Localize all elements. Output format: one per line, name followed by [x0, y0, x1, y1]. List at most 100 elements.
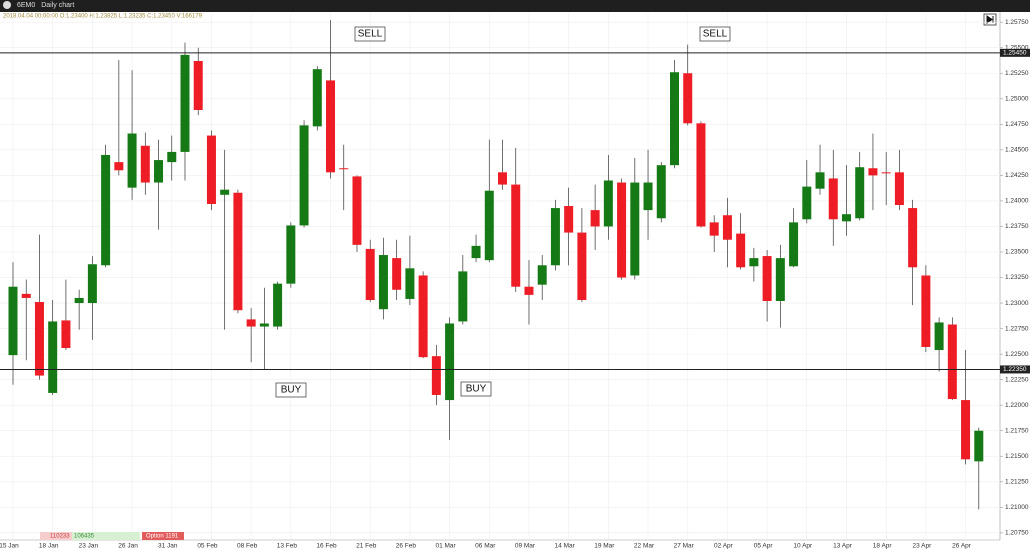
- candle-body: [630, 182, 640, 276]
- y-tick-label: 1.24000: [1005, 198, 1029, 205]
- y-tick-label: 1.22000: [1005, 402, 1029, 409]
- candle-body: [114, 162, 124, 171]
- x-tick-label: 15 Jan: [0, 543, 19, 550]
- y-tick-label: 1.24500: [1005, 147, 1029, 154]
- x-tick-label: 08 Feb: [237, 543, 258, 550]
- candle-body: [577, 232, 587, 300]
- candle-body: [484, 190, 494, 261]
- candle-body: [167, 151, 177, 163]
- y-tick-label: 1.21500: [1005, 453, 1029, 460]
- x-tick-label: 23 Jan: [79, 543, 99, 550]
- x-tick-label: 18 Apr: [873, 543, 893, 550]
- y-tick-label: 1.22750: [1005, 325, 1029, 332]
- candle-body: [709, 222, 719, 236]
- x-tick-label: 13 Apr: [833, 543, 853, 550]
- candle-body: [881, 172, 891, 174]
- candle-body: [378, 255, 388, 310]
- candle-body: [339, 168, 349, 170]
- candle-body: [749, 258, 759, 267]
- candle-body: [206, 135, 216, 204]
- candle-body: [643, 182, 653, 211]
- candle-body: [498, 172, 508, 185]
- y-tick-label: 1.20750: [1005, 530, 1029, 537]
- candle-body: [48, 321, 58, 393]
- x-tick-label: 13 Feb: [277, 543, 298, 550]
- level-label: 1.25450: [1003, 50, 1027, 57]
- candle-body: [74, 297, 84, 304]
- candle-body: [736, 233, 746, 268]
- timeframe[interactable]: Daily chart: [41, 2, 75, 9]
- y-tick-label: 1.21250: [1005, 479, 1029, 486]
- y-tick-label: 1.22500: [1005, 351, 1029, 358]
- x-tick-label: 21 Feb: [356, 543, 377, 550]
- candle-body: [34, 302, 44, 376]
- toolbar: 6EM0 Daily chart: [0, 0, 1030, 12]
- x-tick-label: 31 Jan: [158, 543, 178, 550]
- y-tick-label: 1.24750: [1005, 121, 1029, 128]
- candle-body: [87, 264, 97, 304]
- logo: [3, 1, 11, 10]
- candle-body: [220, 189, 230, 195]
- x-tick-label: 06 Mar: [475, 543, 496, 550]
- y-tick-label: 1.23000: [1005, 300, 1029, 307]
- candle-body: [855, 167, 865, 219]
- candle-body: [802, 186, 812, 220]
- candle-body: [908, 208, 918, 268]
- candle-body: [193, 61, 203, 111]
- annotation-box: [275, 382, 307, 398]
- candle-body: [431, 356, 441, 395]
- x-tick-label: 05 Feb: [197, 543, 218, 550]
- volume-box: [40, 532, 140, 540]
- candle-body: [868, 168, 878, 176]
- candle-body: [259, 323, 269, 327]
- x-tick-label: 19 Mar: [594, 543, 615, 550]
- x-tick-label: 18 Jan: [39, 543, 59, 550]
- y-tick-label: 1.25750: [1005, 19, 1029, 26]
- candle-body: [418, 275, 428, 358]
- candle-body: [471, 245, 481, 259]
- candle-body: [828, 178, 838, 220]
- level-label: 1.22350: [1003, 366, 1027, 373]
- candle-body: [617, 182, 627, 278]
- y-tick-label: 1.21000: [1005, 504, 1029, 511]
- candle-body: [696, 123, 706, 227]
- candle-body: [101, 154, 111, 266]
- candle-body: [445, 323, 455, 401]
- annotation-box: [460, 381, 492, 397]
- candle-body: [656, 165, 666, 219]
- annotation: SELL: [358, 29, 383, 40]
- candle-body: [405, 268, 415, 299]
- candle-body: [775, 258, 785, 302]
- volume-box-sell: [40, 532, 72, 540]
- level-tag: [1000, 48, 1030, 57]
- x-tick-label: 27 Mar: [674, 543, 695, 550]
- option-label: Option 1191: [146, 534, 179, 540]
- scroll-icon: [986, 15, 994, 24]
- y-tick-label: 1.25500: [1005, 44, 1029, 51]
- candle-body: [392, 258, 402, 290]
- candle-body: [670, 72, 679, 166]
- candle-body: [564, 206, 574, 233]
- x-tick-label: 10 Apr: [793, 543, 813, 550]
- candle-body: [947, 324, 957, 400]
- x-tick-label: 26 Feb: [396, 543, 417, 550]
- candle-body: [934, 322, 944, 351]
- candle-body: [273, 283, 283, 327]
- candle-body: [8, 286, 18, 356]
- annotation: BUY: [281, 385, 302, 396]
- symbol[interactable]: 6EM0: [16, 2, 36, 9]
- annotation: SELL: [703, 29, 728, 40]
- candle-body: [974, 430, 984, 462]
- x-tick-label: 14 Mar: [555, 543, 576, 550]
- volume-label: 106435: [74, 534, 95, 540]
- y-tick-label: 1.25000: [1005, 96, 1029, 103]
- y-tick-label: 1.21750: [1005, 427, 1029, 434]
- x-tick-label: 05 Apr: [754, 543, 774, 550]
- candle-body: [524, 286, 534, 295]
- candle-body: [180, 54, 190, 152]
- annotation: BUY: [466, 384, 487, 395]
- candle-body: [326, 80, 336, 173]
- y-tick-label: 1.25250: [1005, 70, 1029, 77]
- candle-body: [603, 180, 613, 227]
